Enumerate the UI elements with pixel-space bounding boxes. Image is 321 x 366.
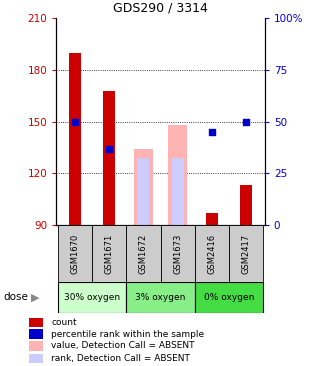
Bar [134,149,153,225]
Text: GSM1673: GSM1673 [173,233,182,274]
Point [209,129,214,135]
Bar [29,329,43,339]
Bar [103,91,115,225]
Text: GSM1671: GSM1671 [105,234,114,273]
Bar [168,125,187,225]
Text: GSM1672: GSM1672 [139,234,148,273]
Bar [240,186,252,225]
Text: percentile rank within the sample: percentile rank within the sample [51,330,204,339]
Point [243,119,248,124]
Bar [29,341,43,351]
Text: dose: dose [3,292,28,302]
FancyBboxPatch shape [58,225,92,282]
FancyBboxPatch shape [160,225,195,282]
Bar [58,282,126,313]
Text: value, Detection Call = ABSENT: value, Detection Call = ABSENT [51,341,195,350]
FancyBboxPatch shape [126,225,160,282]
Bar [137,158,149,225]
Bar [69,53,81,225]
Text: count: count [51,318,77,327]
Text: GSM1670: GSM1670 [71,234,80,273]
Text: GDS290 / 3314: GDS290 / 3314 [113,1,208,15]
Bar [29,354,43,363]
Text: GSM2417: GSM2417 [241,234,250,273]
Bar [126,282,195,313]
FancyBboxPatch shape [195,225,229,282]
Bar [206,213,218,225]
Text: GSM2416: GSM2416 [207,234,216,273]
Text: 30% oxygen: 30% oxygen [64,293,120,302]
Text: rank, Detection Call = ABSENT: rank, Detection Call = ABSENT [51,354,190,363]
Text: 0% oxygen: 0% oxygen [204,293,254,302]
FancyBboxPatch shape [229,225,263,282]
Bar [29,318,43,327]
Point [107,146,112,152]
FancyBboxPatch shape [92,225,126,282]
Text: ▶: ▶ [30,292,39,302]
Bar [172,158,184,225]
Bar [195,282,263,313]
Text: 3% oxygen: 3% oxygen [135,293,186,302]
Point [73,119,78,124]
